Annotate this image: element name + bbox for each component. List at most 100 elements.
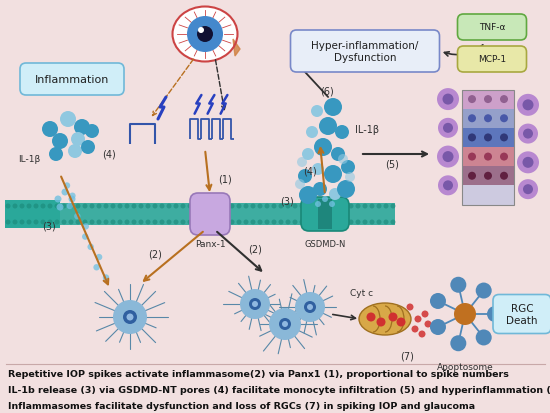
Circle shape: [250, 204, 256, 209]
Circle shape: [244, 220, 249, 225]
Circle shape: [484, 115, 492, 123]
Circle shape: [152, 204, 157, 209]
Circle shape: [468, 153, 476, 161]
Circle shape: [484, 96, 492, 104]
Circle shape: [314, 220, 318, 225]
Circle shape: [265, 204, 270, 209]
FancyBboxPatch shape: [462, 167, 514, 186]
Circle shape: [67, 203, 73, 210]
Circle shape: [229, 204, 234, 209]
Ellipse shape: [359, 303, 411, 335]
Text: (3): (3): [280, 197, 294, 206]
Circle shape: [68, 145, 82, 159]
Circle shape: [362, 220, 367, 225]
Circle shape: [152, 220, 157, 225]
Circle shape: [167, 220, 172, 225]
Circle shape: [52, 134, 68, 150]
Circle shape: [146, 220, 151, 225]
Circle shape: [388, 313, 398, 322]
Circle shape: [334, 204, 339, 209]
Circle shape: [19, 220, 25, 225]
FancyBboxPatch shape: [301, 197, 349, 231]
Circle shape: [279, 318, 291, 330]
Circle shape: [476, 330, 492, 346]
FancyBboxPatch shape: [5, 204, 395, 225]
Circle shape: [321, 204, 326, 209]
Circle shape: [484, 134, 492, 142]
Circle shape: [306, 127, 318, 139]
Text: IL-1b release (3) via GSDMD-NT pores (4) facilitate monocyte infiltration (5) an: IL-1b release (3) via GSDMD-NT pores (4)…: [8, 385, 550, 394]
Circle shape: [299, 187, 317, 204]
Circle shape: [257, 204, 262, 209]
Circle shape: [425, 321, 432, 328]
Circle shape: [81, 141, 95, 154]
Circle shape: [123, 310, 137, 324]
Circle shape: [208, 220, 213, 225]
Circle shape: [327, 204, 333, 209]
Circle shape: [57, 204, 63, 211]
FancyBboxPatch shape: [462, 128, 514, 147]
Circle shape: [236, 204, 241, 209]
Circle shape: [249, 298, 261, 310]
Circle shape: [313, 183, 327, 197]
Ellipse shape: [173, 7, 238, 62]
Circle shape: [314, 204, 318, 209]
Circle shape: [201, 204, 206, 209]
Circle shape: [450, 335, 466, 351]
Circle shape: [64, 183, 70, 189]
FancyBboxPatch shape: [20, 64, 124, 96]
Circle shape: [331, 147, 345, 161]
Circle shape: [421, 311, 428, 318]
Circle shape: [167, 204, 172, 209]
Circle shape: [476, 283, 492, 299]
Text: (1): (1): [218, 175, 232, 185]
Circle shape: [355, 204, 360, 209]
Circle shape: [75, 204, 80, 209]
Text: (4): (4): [102, 150, 116, 159]
Circle shape: [160, 204, 164, 209]
Circle shape: [71, 133, 85, 147]
Circle shape: [370, 204, 375, 209]
Circle shape: [42, 122, 58, 138]
Circle shape: [307, 304, 313, 310]
Text: (5): (5): [385, 159, 399, 170]
Text: (7): (7): [400, 351, 414, 361]
Circle shape: [335, 126, 349, 140]
Circle shape: [383, 220, 388, 225]
Circle shape: [173, 220, 179, 225]
Circle shape: [312, 164, 324, 176]
Circle shape: [124, 204, 129, 209]
Circle shape: [300, 204, 305, 209]
Circle shape: [41, 204, 46, 209]
Circle shape: [87, 244, 94, 250]
Text: Repetitive IOP spikes activate inflammasome(2) via Panx1 (1), proportional to sp: Repetitive IOP spikes activate inflammas…: [8, 369, 509, 378]
Circle shape: [41, 220, 46, 225]
Circle shape: [437, 89, 459, 111]
Circle shape: [54, 220, 59, 225]
Circle shape: [297, 158, 307, 168]
Circle shape: [90, 220, 95, 225]
Circle shape: [26, 220, 31, 225]
Circle shape: [390, 220, 395, 225]
Circle shape: [315, 202, 321, 207]
Text: Hyper-inflammation/
Dysfunction: Hyper-inflammation/ Dysfunction: [311, 41, 419, 63]
Circle shape: [201, 220, 206, 225]
Circle shape: [337, 180, 355, 199]
Circle shape: [304, 301, 316, 313]
Circle shape: [311, 106, 323, 118]
Circle shape: [272, 204, 277, 209]
Circle shape: [173, 204, 179, 209]
Circle shape: [430, 319, 446, 335]
Polygon shape: [233, 40, 240, 57]
Text: IL-1β: IL-1β: [18, 155, 40, 164]
FancyBboxPatch shape: [493, 295, 550, 334]
Circle shape: [349, 204, 354, 209]
Circle shape: [334, 220, 339, 225]
Circle shape: [188, 220, 192, 225]
Circle shape: [468, 134, 476, 142]
Circle shape: [69, 204, 74, 209]
Circle shape: [216, 204, 221, 209]
Circle shape: [324, 166, 342, 183]
Circle shape: [282, 321, 288, 327]
Circle shape: [306, 220, 311, 225]
